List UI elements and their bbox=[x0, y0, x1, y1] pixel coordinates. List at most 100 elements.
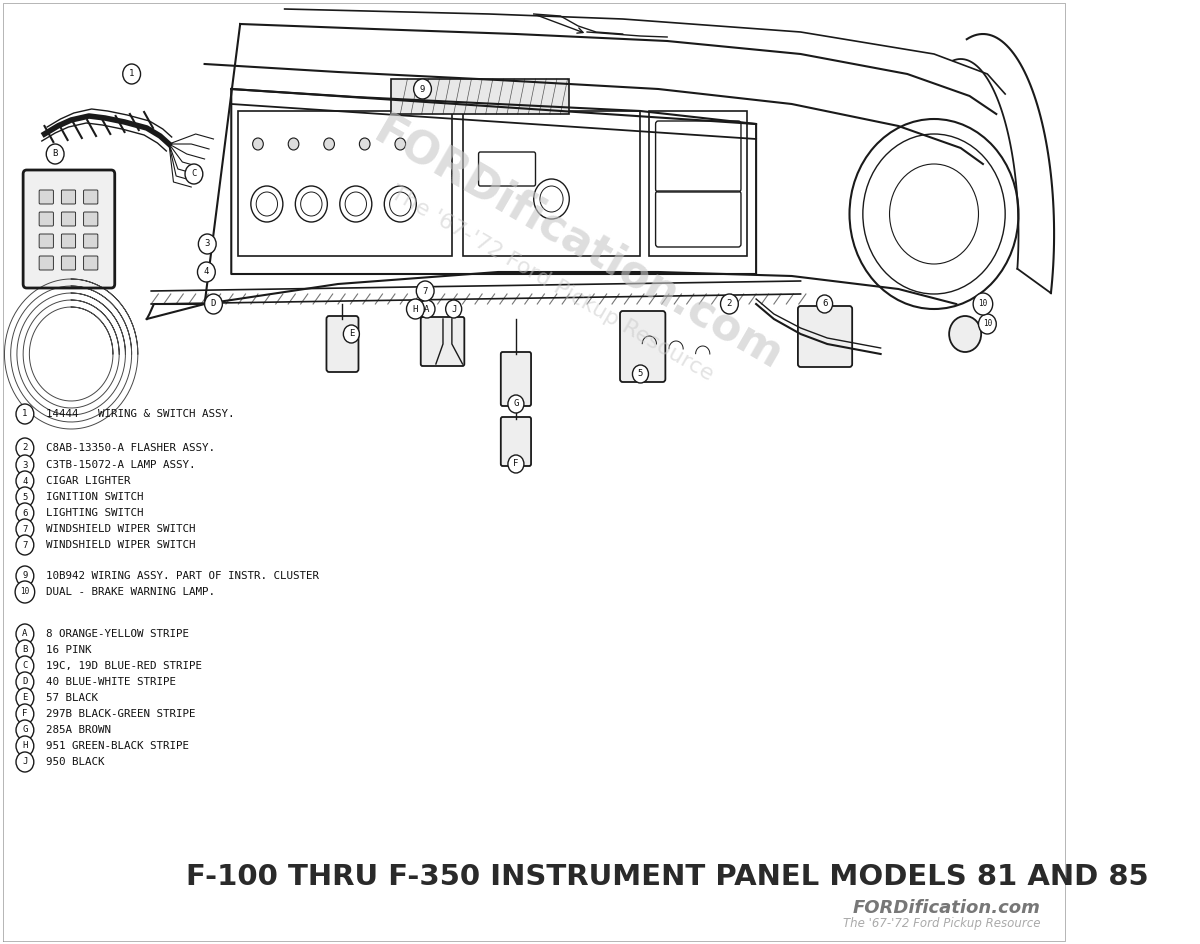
Text: 10: 10 bbox=[20, 587, 30, 597]
Text: 4: 4 bbox=[204, 267, 209, 277]
Circle shape bbox=[16, 640, 34, 660]
Circle shape bbox=[288, 138, 299, 150]
Circle shape bbox=[198, 234, 216, 254]
Text: B: B bbox=[53, 149, 58, 159]
Text: 8 ORANGE-YELLOW STRIPE: 8 ORANGE-YELLOW STRIPE bbox=[47, 629, 190, 639]
Text: IGNITION SWITCH: IGNITION SWITCH bbox=[47, 492, 144, 502]
FancyBboxPatch shape bbox=[84, 190, 98, 204]
Text: 9: 9 bbox=[420, 85, 425, 93]
Text: 7: 7 bbox=[422, 286, 428, 295]
Text: 1: 1 bbox=[128, 70, 134, 78]
Text: D: D bbox=[23, 678, 28, 686]
Circle shape bbox=[122, 64, 140, 84]
Circle shape bbox=[445, 300, 462, 318]
FancyBboxPatch shape bbox=[391, 79, 569, 114]
FancyBboxPatch shape bbox=[84, 234, 98, 248]
FancyBboxPatch shape bbox=[40, 212, 53, 226]
Circle shape bbox=[16, 455, 34, 475]
Circle shape bbox=[16, 519, 34, 539]
Text: WINDSHIELD WIPER SWITCH: WINDSHIELD WIPER SWITCH bbox=[47, 540, 196, 550]
Text: D: D bbox=[211, 299, 216, 309]
Circle shape bbox=[16, 672, 34, 692]
FancyBboxPatch shape bbox=[500, 352, 532, 406]
Text: 2: 2 bbox=[23, 444, 28, 452]
FancyBboxPatch shape bbox=[40, 256, 53, 270]
Circle shape bbox=[407, 299, 425, 319]
Text: F: F bbox=[23, 710, 28, 718]
Circle shape bbox=[508, 455, 524, 473]
Text: 7: 7 bbox=[23, 525, 28, 533]
FancyBboxPatch shape bbox=[61, 256, 76, 270]
Circle shape bbox=[16, 752, 34, 772]
Circle shape bbox=[16, 736, 34, 756]
Circle shape bbox=[949, 316, 982, 352]
Text: 3: 3 bbox=[204, 240, 210, 248]
FancyBboxPatch shape bbox=[61, 190, 76, 204]
Text: WINDSHIELD WIPER SWITCH: WINDSHIELD WIPER SWITCH bbox=[47, 524, 196, 534]
Circle shape bbox=[419, 300, 434, 318]
Circle shape bbox=[47, 144, 64, 164]
Text: DUAL - BRAKE WARNING LAMP.: DUAL - BRAKE WARNING LAMP. bbox=[47, 587, 215, 597]
Circle shape bbox=[16, 404, 34, 424]
Text: 6: 6 bbox=[822, 299, 827, 309]
Text: 5: 5 bbox=[23, 493, 28, 501]
Text: The '67-'72 Ford Pickup Resource: The '67-'72 Ford Pickup Resource bbox=[386, 183, 716, 385]
Text: 10: 10 bbox=[983, 319, 992, 329]
Text: C8AB-13350-A FLASHER ASSY.: C8AB-13350-A FLASHER ASSY. bbox=[47, 443, 215, 453]
Text: A: A bbox=[425, 305, 430, 313]
Circle shape bbox=[816, 295, 833, 313]
FancyBboxPatch shape bbox=[61, 212, 76, 226]
Text: 10B942 WIRING ASSY. PART OF INSTR. CLUSTER: 10B942 WIRING ASSY. PART OF INSTR. CLUST… bbox=[47, 571, 319, 581]
Text: G: G bbox=[23, 726, 28, 734]
Text: 5: 5 bbox=[637, 369, 643, 379]
Text: C: C bbox=[23, 662, 28, 670]
Circle shape bbox=[253, 138, 263, 150]
Text: 40 BLUE-WHITE STRIPE: 40 BLUE-WHITE STRIPE bbox=[47, 677, 176, 687]
Text: 9: 9 bbox=[23, 571, 28, 581]
Text: 297B BLACK-GREEN STRIPE: 297B BLACK-GREEN STRIPE bbox=[47, 709, 196, 719]
Text: 2: 2 bbox=[727, 299, 732, 309]
Text: E: E bbox=[349, 329, 354, 339]
Text: 16 PINK: 16 PINK bbox=[47, 645, 91, 655]
Text: H: H bbox=[23, 741, 28, 750]
Text: 10: 10 bbox=[978, 299, 988, 309]
Circle shape bbox=[414, 79, 432, 99]
Text: F: F bbox=[514, 460, 518, 468]
Text: 4: 4 bbox=[23, 477, 28, 485]
Text: 951 GREEN-BLACK STRIPE: 951 GREEN-BLACK STRIPE bbox=[47, 741, 190, 751]
Text: J: J bbox=[451, 305, 456, 313]
Circle shape bbox=[16, 704, 34, 724]
Circle shape bbox=[720, 294, 738, 314]
Circle shape bbox=[343, 325, 359, 343]
Text: 950 BLACK: 950 BLACK bbox=[47, 757, 104, 767]
Text: J: J bbox=[23, 757, 28, 767]
Circle shape bbox=[185, 164, 203, 184]
FancyBboxPatch shape bbox=[84, 212, 98, 226]
FancyBboxPatch shape bbox=[798, 306, 852, 367]
Circle shape bbox=[632, 365, 648, 383]
Circle shape bbox=[16, 487, 34, 507]
Circle shape bbox=[416, 281, 434, 301]
Circle shape bbox=[16, 503, 34, 523]
Text: 6: 6 bbox=[23, 509, 28, 517]
Text: 57 BLACK: 57 BLACK bbox=[47, 693, 98, 703]
Text: B: B bbox=[23, 646, 28, 654]
Text: 3: 3 bbox=[23, 461, 28, 469]
Text: FORDification.com: FORDification.com bbox=[853, 899, 1040, 917]
FancyBboxPatch shape bbox=[326, 316, 359, 372]
Text: FORDification.com: FORDification.com bbox=[366, 110, 790, 379]
FancyBboxPatch shape bbox=[620, 311, 665, 382]
Circle shape bbox=[508, 395, 524, 413]
FancyBboxPatch shape bbox=[84, 256, 98, 270]
Text: LIGHTING SWITCH: LIGHTING SWITCH bbox=[47, 508, 144, 518]
Circle shape bbox=[978, 314, 996, 334]
Circle shape bbox=[16, 438, 34, 458]
Text: 1: 1 bbox=[23, 410, 28, 418]
Circle shape bbox=[16, 656, 34, 676]
Text: C3TB-15072-A LAMP ASSY.: C3TB-15072-A LAMP ASSY. bbox=[47, 460, 196, 470]
Text: 14444   WIRING & SWITCH ASSY.: 14444 WIRING & SWITCH ASSY. bbox=[47, 409, 235, 419]
FancyBboxPatch shape bbox=[40, 190, 53, 204]
Circle shape bbox=[973, 293, 992, 315]
Circle shape bbox=[198, 262, 215, 282]
Text: The '67-'72 Ford Pickup Resource: The '67-'72 Ford Pickup Resource bbox=[844, 918, 1040, 931]
